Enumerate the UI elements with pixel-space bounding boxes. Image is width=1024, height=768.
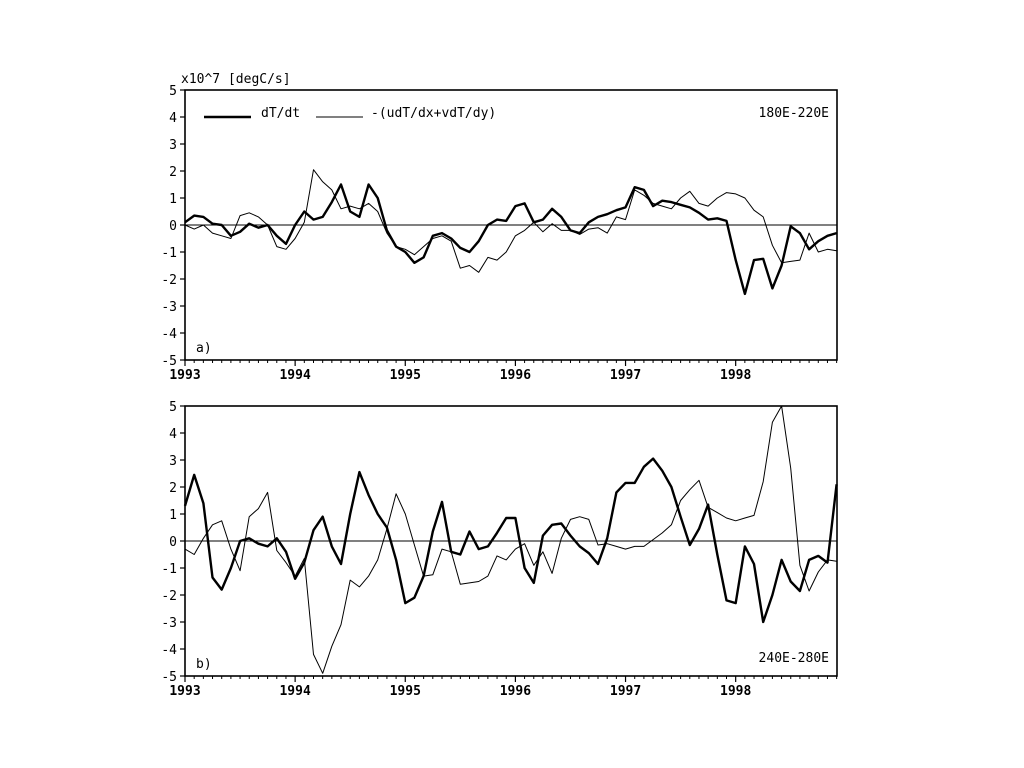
series-line-advection	[184, 405, 837, 674]
y-tick-label: 1	[169, 192, 177, 207]
panel-label: a)	[196, 341, 212, 356]
region-label: 240E-280E	[759, 651, 829, 666]
x-tick-label: 1995	[390, 684, 421, 699]
x-tick-label: 1995	[390, 368, 421, 383]
series-line-dtdt	[183, 457, 838, 624]
series-line-dtdt	[184, 183, 837, 296]
y-tick-label: -3	[161, 300, 177, 315]
y-tick-label: 4	[169, 427, 177, 442]
y-tick-label: -1	[161, 562, 177, 577]
y-tick-label: 5	[169, 84, 177, 99]
y-tick-label: -1	[161, 246, 177, 261]
x-tick-label: 1993	[169, 368, 200, 383]
units-label: x10^7 [degC/s]	[181, 72, 291, 87]
y-tick-label: 4	[169, 111, 177, 126]
y-tick-label: -4	[161, 643, 177, 658]
y-tick-label: 2	[169, 165, 177, 180]
y-tick-label: 3	[169, 138, 177, 153]
legend-label-advection: -(udT/dx+vdT/dy)	[371, 106, 496, 121]
legend: dT/dt -(udT/dx+vdT/dy)	[204, 106, 496, 121]
region-label: 180E-220E	[759, 106, 829, 121]
x-tick-label: 1996	[500, 684, 531, 699]
x-tick-label: 1998	[720, 684, 751, 699]
y-tick-label: -5	[161, 670, 177, 685]
y-tick-label: -2	[161, 589, 177, 604]
series-line-advection	[184, 169, 837, 273]
x-tick-label: 1998	[720, 368, 751, 383]
y-tick-label: -3	[161, 616, 177, 631]
x-tick-label: 1997	[610, 368, 641, 383]
x-tick-label: 1997	[610, 684, 641, 699]
y-tick-label: -5	[161, 354, 177, 369]
x-tick-label: 1993	[169, 684, 200, 699]
x-tick-label: 1994	[279, 684, 310, 699]
y-tick-label: -2	[161, 273, 177, 288]
y-tick-label: 1	[169, 508, 177, 523]
y-tick-label: 3	[169, 454, 177, 469]
legend-label-dtdt: dT/dt	[261, 106, 300, 121]
y-tick-label: -4	[161, 327, 177, 342]
y-tick-label: 5	[169, 400, 177, 415]
y-tick-label: 0	[169, 535, 177, 550]
x-tick-label: 1994	[279, 368, 310, 383]
x-tick-label: 1996	[500, 368, 531, 383]
y-tick-label: 0	[169, 219, 177, 234]
y-tick-label: 2	[169, 481, 177, 496]
panel-label: b)	[196, 657, 212, 672]
